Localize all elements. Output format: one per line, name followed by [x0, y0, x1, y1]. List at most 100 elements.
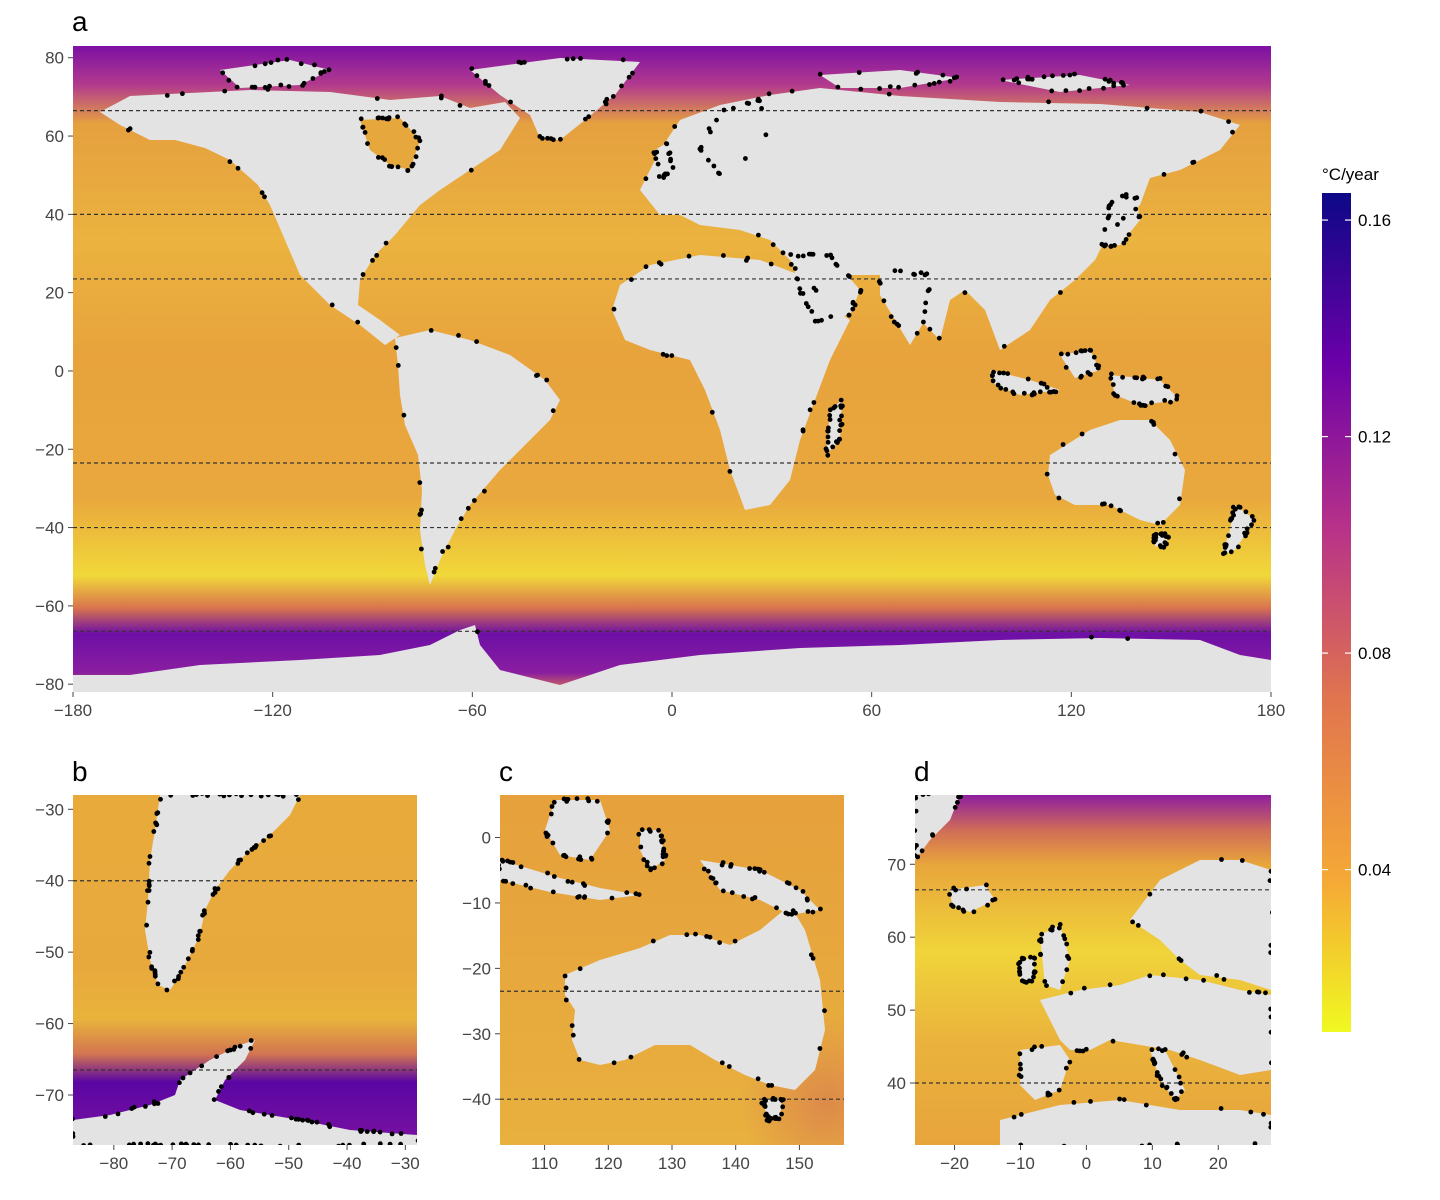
site-marker — [711, 163, 717, 169]
x-tick-label: 0 — [667, 701, 676, 720]
panel-d-map — [915, 795, 1271, 1145]
x-tick-label: −20 — [940, 1154, 969, 1173]
site-marker — [431, 569, 437, 575]
site-marker — [314, 1119, 320, 1125]
site-marker — [672, 124, 678, 129]
site-marker — [811, 400, 817, 405]
site-marker — [81, 1143, 86, 1145]
site-marker — [296, 1142, 302, 1145]
site-marker — [1017, 960, 1023, 965]
site-marker — [1168, 399, 1173, 405]
site-marker — [126, 1142, 132, 1145]
site-marker — [276, 795, 281, 798]
site-marker — [376, 115, 382, 121]
site-marker — [482, 488, 487, 494]
site-marker — [147, 854, 153, 859]
site-marker — [1147, 973, 1153, 979]
site-marker — [200, 912, 206, 918]
site-marker — [1101, 85, 1106, 91]
site-marker — [298, 61, 304, 67]
y-tick-label: 60 — [45, 127, 64, 146]
site-marker — [73, 1134, 76, 1139]
site-marker — [1079, 373, 1084, 379]
site-marker — [1230, 129, 1235, 135]
site-marker — [1268, 942, 1271, 948]
site-marker — [825, 434, 831, 440]
site-marker — [962, 290, 968, 296]
x-tick-label: 150 — [785, 1154, 813, 1173]
site-marker — [693, 931, 698, 937]
site-marker — [952, 805, 958, 810]
site-marker — [472, 498, 477, 503]
site-marker — [670, 165, 676, 170]
site-marker — [185, 956, 191, 962]
site-marker — [1032, 961, 1037, 967]
x-tick-label: −80 — [99, 1154, 128, 1173]
panel-label-b: b — [72, 756, 88, 787]
site-marker — [250, 1110, 256, 1116]
panel-label-a: a — [72, 6, 88, 37]
site-marker — [752, 895, 758, 900]
site-marker — [411, 129, 417, 135]
site-marker — [997, 370, 1002, 376]
site-marker — [483, 81, 488, 86]
site-marker — [216, 1089, 221, 1094]
site-marker — [817, 1046, 823, 1051]
site-marker — [1067, 72, 1073, 78]
site-marker — [377, 1129, 383, 1135]
site-marker — [1068, 990, 1074, 996]
site-marker — [922, 309, 928, 314]
site-marker — [131, 1104, 137, 1110]
colorbar-tick-label: 0.04 — [1358, 861, 1391, 880]
site-marker — [252, 845, 258, 850]
site-marker — [1019, 978, 1025, 984]
site-marker — [518, 864, 524, 870]
site-marker — [474, 73, 480, 79]
site-marker — [1032, 1044, 1037, 1050]
site-marker — [624, 890, 630, 895]
site-marker — [1201, 977, 1206, 983]
site-marker — [564, 56, 570, 62]
site-marker — [1249, 522, 1254, 528]
site-marker — [1121, 1097, 1127, 1102]
site-marker — [638, 844, 644, 850]
site-marker — [708, 875, 714, 880]
site-marker — [510, 881, 516, 886]
site-marker — [550, 840, 556, 846]
site-marker — [764, 1111, 769, 1117]
site-marker — [647, 829, 653, 834]
x-tick-label: −40 — [333, 1154, 362, 1173]
site-marker — [1038, 380, 1044, 386]
site-marker — [1143, 1102, 1149, 1108]
y-tick-label: −30 — [462, 1025, 491, 1044]
site-marker — [1088, 348, 1094, 353]
site-marker — [1162, 398, 1168, 403]
site-marker — [659, 833, 665, 839]
site-marker — [1089, 634, 1094, 640]
site-marker — [1067, 1059, 1073, 1065]
x-tick-label: −50 — [274, 1154, 303, 1173]
site-marker — [721, 253, 726, 258]
site-marker — [780, 1104, 786, 1110]
y-tick-label: −40 — [462, 1090, 491, 1109]
site-marker — [537, 134, 543, 139]
site-marker — [701, 866, 707, 872]
site-marker — [347, 1142, 352, 1145]
site-marker — [403, 123, 409, 128]
site-marker — [1060, 979, 1065, 985]
site-marker — [383, 240, 389, 246]
site-marker — [835, 84, 841, 90]
site-marker — [127, 126, 133, 132]
site-marker — [87, 1142, 93, 1145]
site-marker — [858, 86, 864, 92]
site-marker — [686, 253, 692, 259]
site-marker — [1151, 539, 1157, 545]
site-marker — [837, 417, 843, 423]
site-marker — [1165, 384, 1171, 390]
site-marker — [656, 827, 661, 833]
site-marker — [1028, 954, 1033, 960]
site-marker — [846, 273, 851, 278]
site-marker — [387, 163, 392, 169]
y-tick-label: −70 — [35, 1086, 64, 1105]
site-marker — [1239, 858, 1245, 863]
